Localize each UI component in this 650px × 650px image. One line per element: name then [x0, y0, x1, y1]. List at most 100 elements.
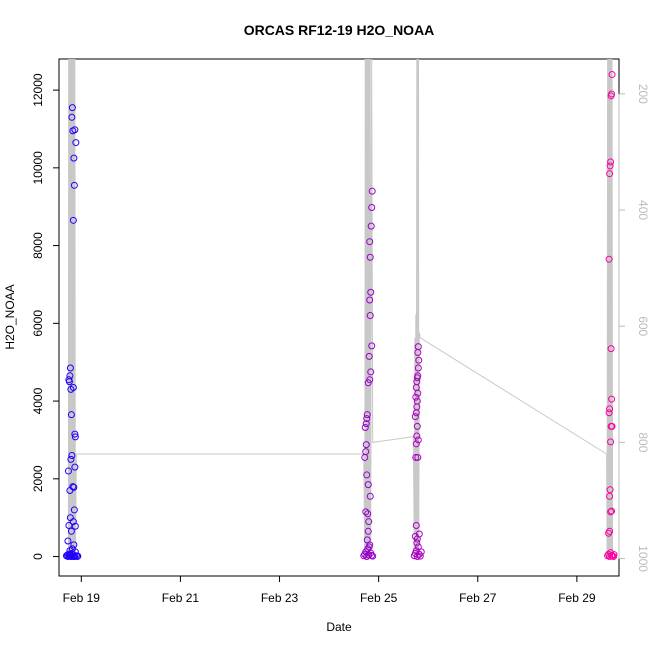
x-axis-label: Date [326, 620, 352, 634]
data-point [606, 405, 614, 413]
data-point [415, 530, 423, 538]
data-point [416, 552, 424, 560]
data-point [369, 552, 377, 560]
chart-title: ORCAS RF12-19 H2O_NOAA [244, 22, 435, 38]
data-point [66, 372, 74, 380]
data-point [368, 187, 376, 195]
data-point [70, 154, 78, 162]
data-point [71, 126, 79, 134]
data-point [66, 364, 74, 372]
data-point [363, 471, 371, 479]
x-tick-label: Feb 21 [162, 591, 200, 605]
data-point [606, 492, 614, 500]
data-point [414, 364, 422, 372]
y-tick-label: 10000 [31, 151, 45, 185]
data-point [367, 222, 375, 230]
data-point [70, 181, 78, 189]
y2-tick-label: 200 [636, 84, 650, 104]
data-point [67, 455, 75, 463]
data-point [69, 518, 77, 526]
scatter-points-layer [62, 71, 618, 561]
data-point [68, 452, 76, 459]
data-point [605, 255, 613, 263]
data-point [70, 541, 78, 549]
data-point [64, 467, 72, 475]
data-point [362, 448, 370, 456]
data-point [366, 312, 374, 320]
data-point [608, 395, 616, 403]
plot-frame [58, 58, 620, 577]
data-point [364, 481, 372, 489]
y-tick-label: 0 [31, 553, 45, 560]
y2-tick-label: 800 [636, 432, 650, 452]
data-point [367, 368, 375, 376]
data-point [74, 552, 82, 560]
data-point [363, 415, 371, 423]
data-point [64, 537, 72, 545]
data-point [608, 90, 616, 98]
data-point [414, 372, 422, 380]
data-point [413, 539, 421, 547]
x-tick-label: Feb 25 [360, 591, 398, 605]
data-point [67, 411, 75, 419]
data-point [365, 518, 373, 526]
data-point [414, 543, 422, 551]
data-point [67, 527, 75, 535]
data-point [606, 486, 614, 494]
data-point [412, 521, 420, 529]
data-point [368, 551, 376, 559]
x-tick-label: Feb 19 [63, 591, 101, 605]
x-tick-label: Feb 23 [261, 591, 299, 605]
data-point [72, 139, 80, 147]
data-point [606, 527, 614, 535]
data-point [65, 521, 73, 529]
data-point [71, 522, 79, 530]
data-point [68, 104, 76, 112]
data-point [365, 352, 373, 360]
data-point [413, 397, 421, 405]
data-point [608, 507, 616, 515]
data-point [366, 492, 374, 500]
data-point [414, 436, 422, 444]
data-point [606, 170, 614, 178]
data-point [69, 216, 77, 224]
x-tick-label: Feb 29 [558, 591, 596, 605]
y-tick-label: 6000 [31, 310, 45, 337]
data-point [365, 551, 373, 559]
data-point [606, 162, 614, 170]
data-point [605, 409, 613, 417]
pressure-line [67, 58, 614, 560]
y2-tick-label: 1000 [636, 545, 650, 572]
y-axis-label: H2O_NOAA [3, 284, 17, 349]
data-point [411, 413, 419, 421]
data-point [607, 508, 615, 516]
x-tick-label: Feb 27 [459, 591, 497, 605]
data-point [607, 158, 615, 166]
data-point [361, 424, 369, 432]
data-point [366, 238, 374, 246]
data-point [413, 432, 421, 440]
y2-tick-label: 400 [636, 200, 650, 220]
data-point [366, 376, 374, 384]
data-point [366, 253, 374, 261]
data-point [71, 433, 79, 441]
data-point [365, 543, 373, 551]
data-point [414, 343, 422, 351]
data-point [412, 393, 420, 401]
data-point [412, 453, 420, 461]
y-tick-label: 8000 [31, 232, 45, 259]
data-point [362, 441, 370, 449]
data-point [367, 288, 375, 296]
x-axis: Feb 19 Feb 21 Feb 23 Feb 25 Feb 27 Feb 29 [63, 575, 596, 605]
data-point [607, 438, 615, 446]
data-point [360, 552, 368, 560]
data-point [608, 71, 616, 79]
data-point [69, 483, 77, 491]
data-point [364, 510, 372, 518]
data-point [608, 422, 616, 430]
y-axis: 0 2000 4000 6000 8000 10000 12000 [31, 73, 60, 560]
secondary-line-layer [67, 58, 614, 560]
data-point [417, 548, 425, 556]
data-point [362, 508, 370, 516]
